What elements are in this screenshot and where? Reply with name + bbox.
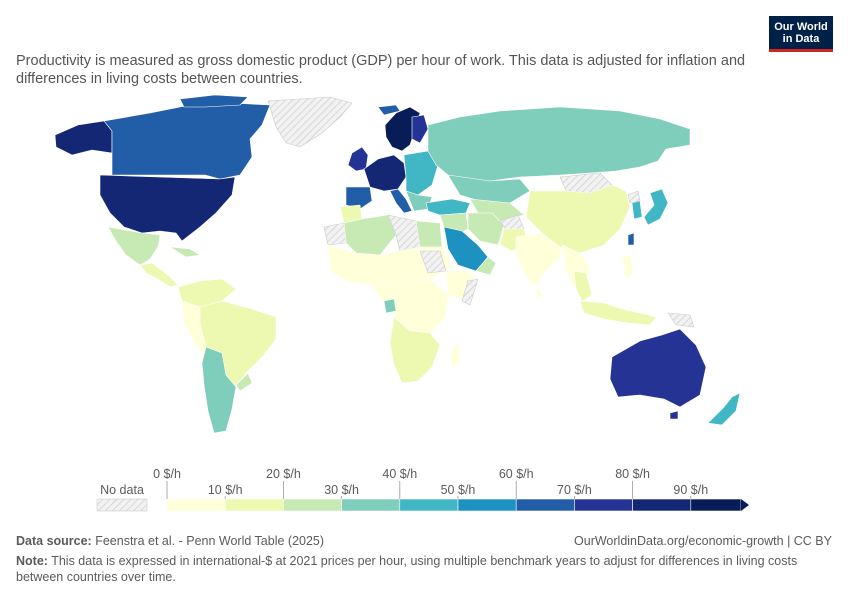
- region-canada[interactable]: [103, 102, 271, 180]
- region-australia[interactable]: [609, 328, 707, 408]
- region-alaska[interactable]: [54, 120, 113, 156]
- legend-bottom-label-0: 10 $/h: [208, 483, 243, 497]
- legend-no-data-label: No data: [100, 483, 144, 497]
- note-label: Note:: [16, 554, 48, 568]
- legend-bin-1[interactable]: [224, 498, 284, 512]
- legend-bin-7[interactable]: [574, 498, 633, 512]
- region-western-sahara[interactable]: [323, 222, 347, 246]
- region-egypt[interactable]: [415, 220, 443, 248]
- legend-bin-2[interactable]: [283, 498, 342, 512]
- legend-top-label-1: 20 $/h: [266, 467, 301, 481]
- region-gabon[interactable]: [383, 298, 397, 314]
- legend-top-label-2: 40 $/h: [382, 467, 417, 481]
- region-turkey[interactable]: [425, 198, 471, 216]
- region-iberia[interactable]: [345, 186, 373, 210]
- note-text: This data is expressed in international-…: [16, 554, 798, 584]
- region-western-europe[interactable]: [363, 154, 407, 192]
- region-russia[interactable]: [427, 106, 691, 182]
- region-madagascar[interactable]: [451, 342, 461, 368]
- world-map[interactable]: [0, 95, 850, 435]
- region-central-africa[interactable]: [369, 278, 449, 334]
- region-sri-lanka[interactable]: [535, 288, 543, 300]
- region-philippines[interactable]: [621, 254, 635, 280]
- region-sahel[interactable]: [327, 244, 453, 286]
- legend-no-data-swatch[interactable]: [96, 498, 148, 512]
- legend-bin-8[interactable]: [632, 498, 692, 512]
- legend-arrow-tip: [741, 499, 749, 511]
- region-indonesia[interactable]: [579, 300, 657, 326]
- legend-top-label-0: 0 $/h: [153, 467, 181, 481]
- legend-bin-5[interactable]: [457, 498, 517, 512]
- legend-bottom-label-1: 30 $/h: [324, 483, 359, 497]
- region-tasmania[interactable]: [669, 410, 679, 420]
- data-source-text[interactable]: Feenstra et al. - Penn World Table (2025…: [95, 534, 325, 548]
- legend-bottom-labels: 10 $/h 30 $/h 50 $/h 70 $/h 90 $/h: [208, 483, 708, 499]
- region-new-zealand[interactable]: [707, 392, 741, 426]
- region-japan[interactable]: [643, 188, 669, 226]
- region-finland[interactable]: [411, 114, 429, 144]
- legend-bin-3[interactable]: [341, 498, 401, 512]
- legend-bottom-label-3: 70 $/h: [557, 483, 592, 497]
- region-taiwan[interactable]: [627, 232, 635, 246]
- region-canada-islands[interactable]: [179, 95, 249, 108]
- logo-line-1: Our World: [774, 21, 828, 33]
- credit-link[interactable]: OurWorldinData.org/economic-growth | CC …: [574, 534, 832, 548]
- region-caribbean[interactable]: [169, 246, 201, 258]
- legend-top-labels: 0 $/h 20 $/h 40 $/h 60 $/h 80 $/h: [153, 467, 650, 499]
- region-southern-africa[interactable]: [389, 316, 441, 384]
- region-greenland[interactable]: [267, 96, 353, 148]
- region-uruguay[interactable]: [235, 372, 253, 392]
- legend-bin-4[interactable]: [399, 498, 459, 512]
- legend-bottom-label-2: 50 $/h: [441, 483, 476, 497]
- color-legend: No data 0 $/h 20 $/h 40 $/h 60 $/h 80 $/h 10…: [96, 467, 749, 512]
- region-italy[interactable]: [389, 188, 413, 214]
- region-china[interactable]: [525, 184, 631, 254]
- region-chile-argentina[interactable]: [201, 346, 237, 434]
- legend-top-label-4: 80 $/h: [615, 467, 650, 481]
- region-kazakhstan[interactable]: [447, 174, 531, 204]
- legend-bin-6[interactable]: [515, 498, 575, 512]
- region-png[interactable]: [667, 312, 695, 328]
- region-thailand-malaysia[interactable]: [573, 270, 593, 302]
- region-central-america[interactable]: [139, 262, 179, 288]
- chart-subtitle: Productivity is measured as gross domest…: [16, 53, 746, 87]
- region-usa[interactable]: [99, 174, 236, 242]
- data-source: Data source: Feenstra et al. - Penn Worl…: [16, 534, 324, 548]
- region-somalia[interactable]: [461, 278, 479, 306]
- region-south-korea[interactable]: [631, 200, 643, 220]
- region-north-korea[interactable]: [627, 190, 641, 204]
- owid-logo[interactable]: Our World in Data: [769, 16, 833, 52]
- region-mexico[interactable]: [107, 226, 161, 266]
- logo-line-2: in Data: [782, 33, 820, 45]
- region-yemen-oman[interactable]: [475, 256, 497, 276]
- region-uk-ireland[interactable]: [347, 146, 369, 172]
- legend-bins: [166, 498, 749, 512]
- region-algeria[interactable]: [343, 214, 397, 256]
- data-source-label: Data source:: [16, 534, 92, 548]
- legend-bin-9[interactable]: [690, 498, 742, 512]
- legend-bin-0[interactable]: [166, 498, 226, 512]
- chart-note: Note: This data is expressed in internat…: [16, 553, 831, 585]
- legend-top-label-3: 60 $/h: [499, 467, 534, 481]
- legend-bottom-label-4: 90 $/h: [673, 483, 708, 497]
